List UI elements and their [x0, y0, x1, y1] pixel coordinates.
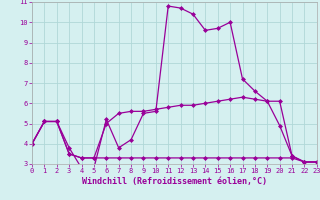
- X-axis label: Windchill (Refroidissement éolien,°C): Windchill (Refroidissement éolien,°C): [82, 177, 267, 186]
